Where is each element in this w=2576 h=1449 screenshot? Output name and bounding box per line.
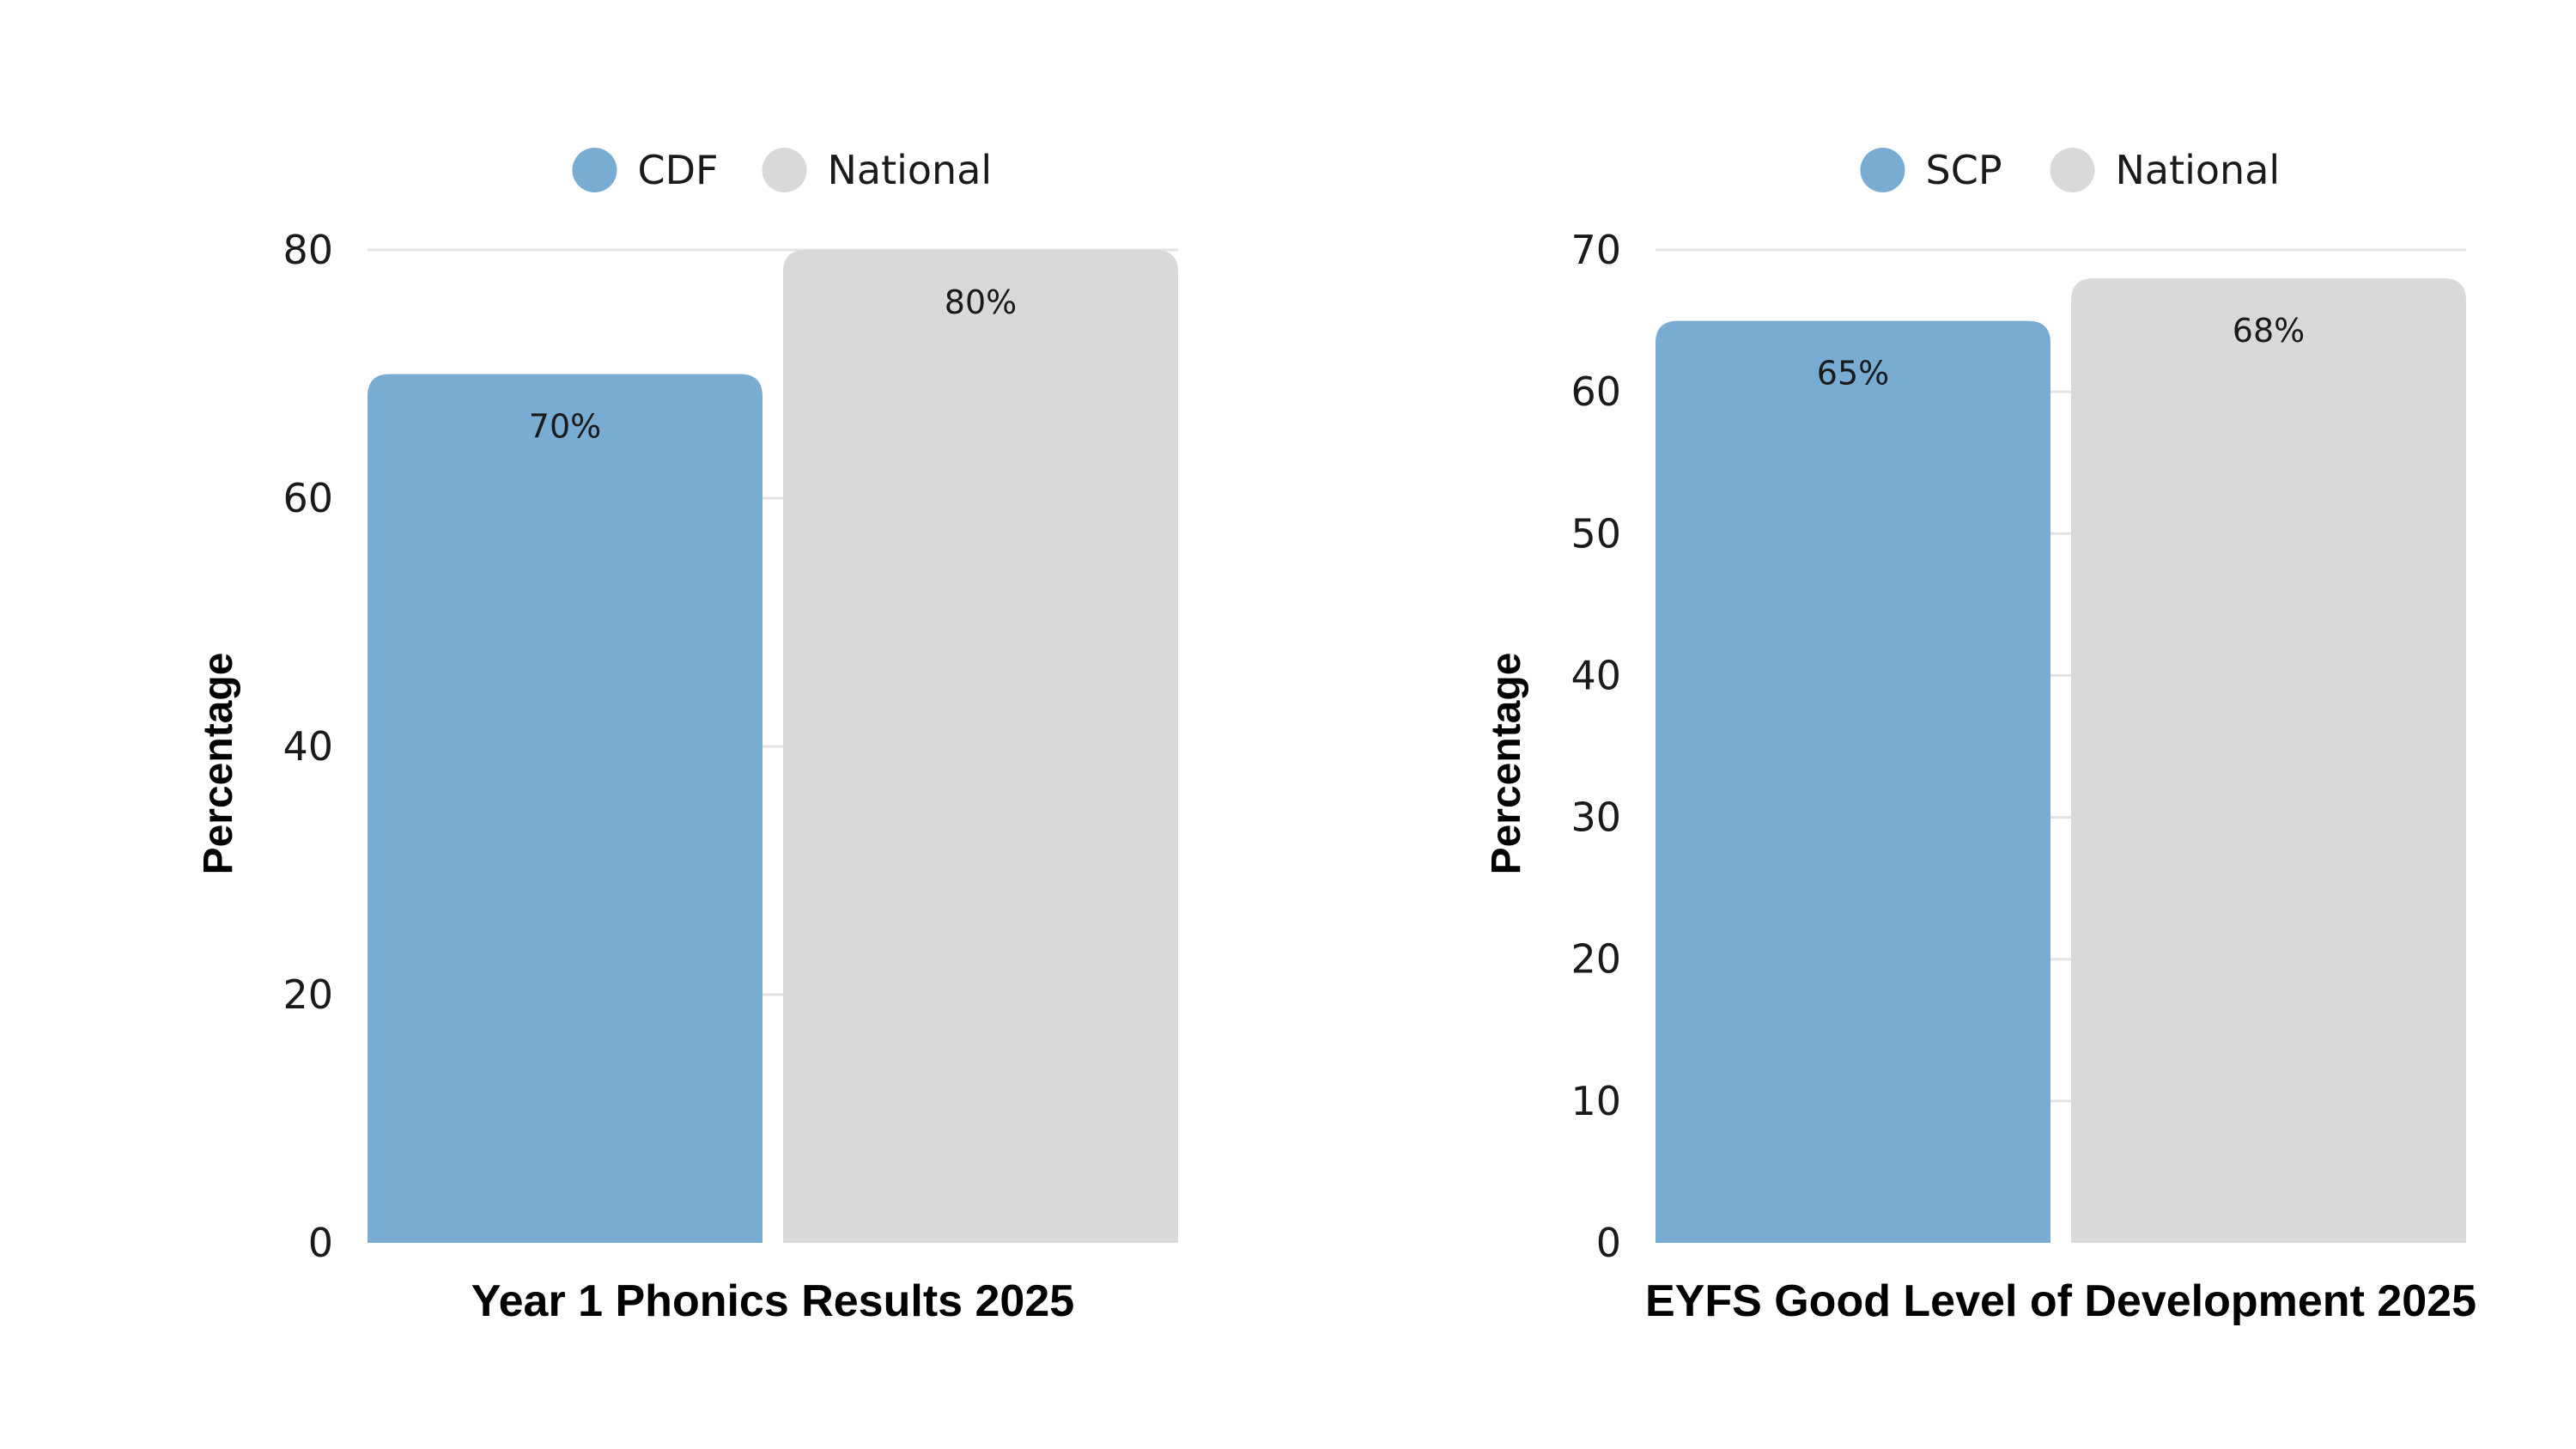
eyfs-bar-national	[2071, 278, 2466, 1243]
eyfs-y-tick-label: 30	[1571, 795, 1621, 841]
phonics-bar-cdf	[368, 374, 762, 1243]
eyfs-y-tick-label: 20	[1571, 936, 1621, 983]
phonics-y-tick-label: 0	[308, 1220, 333, 1266]
eyfs-y-tick-label: 0	[1596, 1220, 1621, 1266]
phonics-legend-swatch-cdf	[572, 148, 617, 192]
eyfs-y-tick-label: 40	[1571, 652, 1621, 698]
phonics-legend-label-national: National	[828, 147, 993, 193]
eyfs-y-tick-label: 50	[1571, 510, 1621, 557]
phonics-bar-national	[783, 250, 1178, 1243]
eyfs-legend-label-national: National	[2116, 147, 2281, 193]
eyfs-legend-swatch-scp	[1860, 148, 1905, 192]
eyfs-data-label-scp: 65%	[1817, 355, 1889, 393]
phonics-y-tick-label: 40	[283, 723, 333, 770]
eyfs-chart-svg: 0 10 20 30 40 50 60 70 65% 68% SCP National Percenta…	[1484, 147, 2476, 1326]
eyfs-legend-swatch-national	[2050, 148, 2095, 192]
eyfs-y-tick-label: 10	[1571, 1078, 1621, 1124]
eyfs-x-axis-title: EYFS Good Level of Development 2025	[1645, 1276, 2476, 1326]
phonics-legend-label-cdf: CDF	[638, 147, 719, 193]
eyfs-legend-label-scp: SCP	[1926, 147, 2002, 193]
phonics-y-tick-label: 20	[283, 971, 333, 1018]
phonics-data-label-national: 80%	[945, 283, 1017, 321]
eyfs-data-label-national: 68%	[2233, 312, 2305, 350]
phonics-y-tick-label: 80	[283, 227, 333, 273]
eyfs-y-tick-label: 70	[1571, 227, 1621, 273]
phonics-data-label-cdf: 70%	[529, 408, 601, 446]
phonics-chart-svg: 0 20 40 60 80 70% 80% CDF National Percentage Year…	[196, 147, 1178, 1326]
phonics-legend-swatch-national	[762, 148, 807, 192]
phonics-y-tick-label: 60	[283, 475, 333, 521]
eyfs-y-tick-label: 60	[1571, 368, 1621, 415]
phonics-y-axis-title: Percentage	[196, 653, 241, 875]
phonics-x-axis-title: Year 1 Phonics Results 2025	[471, 1276, 1074, 1326]
eyfs-bar-scp	[1656, 320, 2050, 1244]
phonics-chart: 0 20 40 60 80 70% 80% CDF National Percentage Year…	[196, 147, 1178, 1326]
eyfs-y-axis-title: Percentage	[1484, 653, 1529, 875]
eyfs-chart: 0 10 20 30 40 50 60 70 65% 68% SCP National Percenta…	[1288, 0, 2576, 1449]
